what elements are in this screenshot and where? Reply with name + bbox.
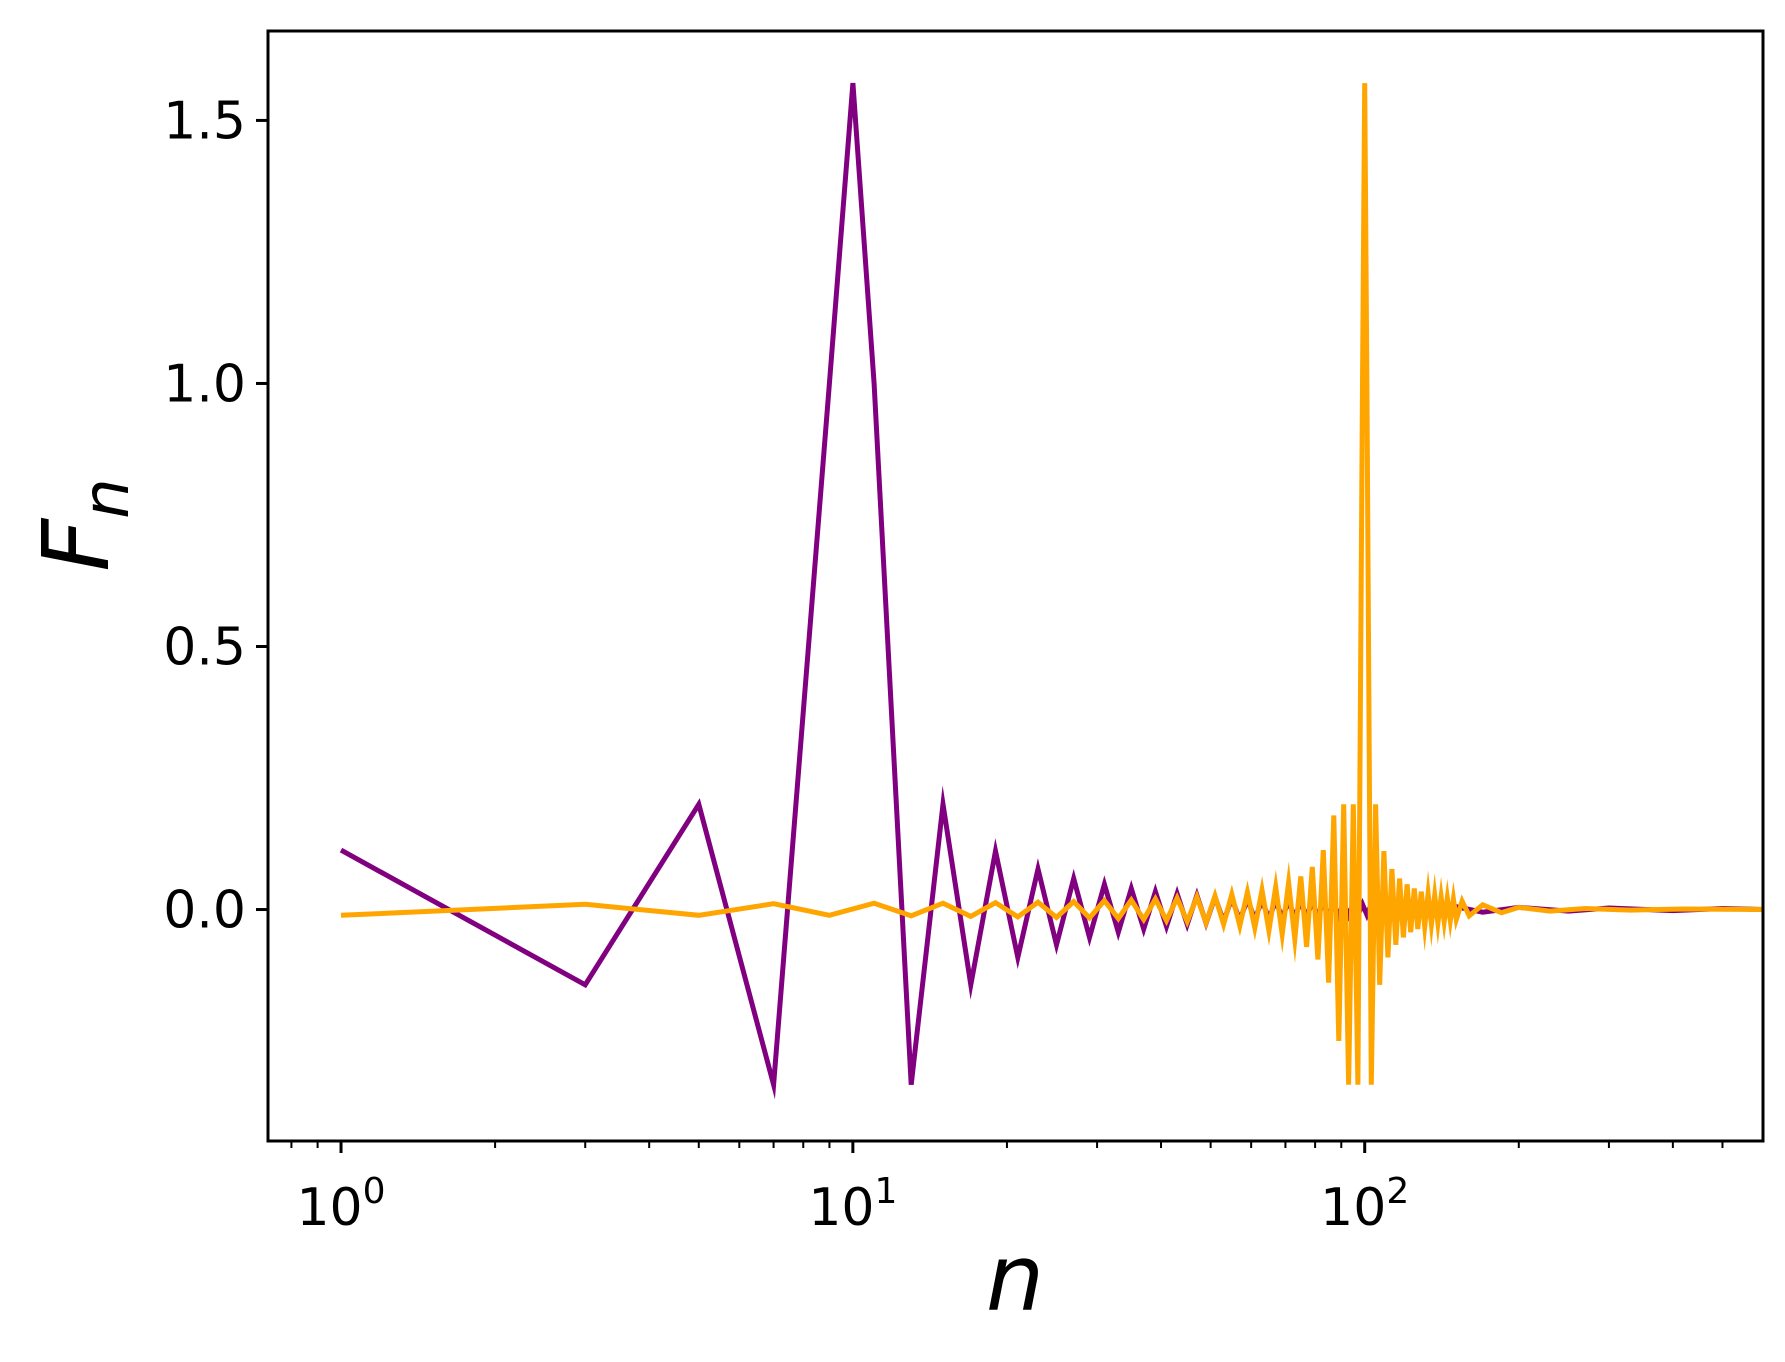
- x-minor-ticks: [290, 1141, 1724, 1148]
- x-tick-label-0: 100: [296, 1171, 385, 1238]
- y-tick-label-3: 1.5: [163, 91, 246, 151]
- x-axis-ticks: 100 101 102: [296, 1141, 1409, 1238]
- series-layer: [339, 82, 1764, 1100]
- y-axis-label-main: F: [23, 518, 130, 572]
- y-tick-label-1: 0.5: [163, 617, 246, 677]
- y-axis-label: Fn: [23, 478, 144, 571]
- plot-frame: [266, 29, 1765, 1143]
- y-tick-label-2: 1.0: [163, 354, 246, 414]
- y-axis-label-subscript: n: [70, 478, 144, 519]
- x-axis-label: n: [986, 1225, 1044, 1332]
- y-tick-label-0: 0.0: [163, 881, 246, 941]
- x-tick-label-1: 101: [808, 1171, 897, 1238]
- series-line-2: [340, 83, 1764, 1085]
- y-axis-ticks: 0.0 0.5 1.0 1.5: [163, 91, 268, 941]
- x-tick-label-2: 102: [1320, 1171, 1409, 1238]
